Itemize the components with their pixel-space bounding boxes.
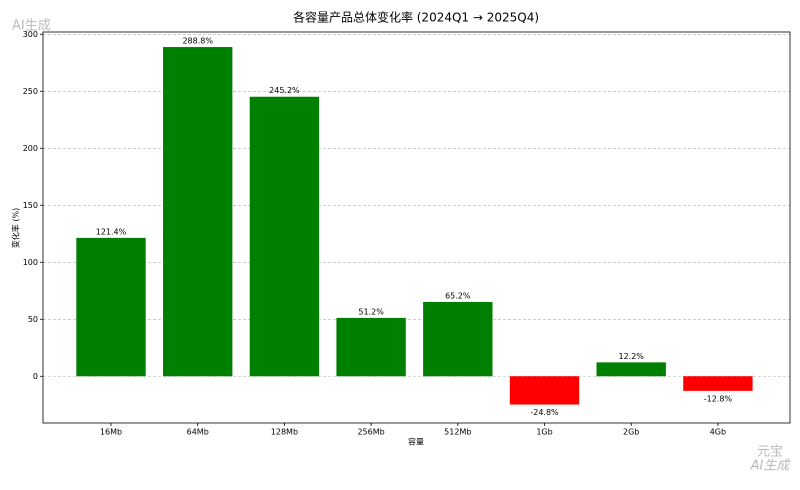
y-tick-label: 300 (23, 30, 38, 39)
watermark: AI生成 (750, 459, 792, 474)
x-tick-label: 512Mb (444, 428, 471, 437)
x-tick-label: 4Gb (710, 428, 726, 437)
y-tick-label: 150 (23, 201, 38, 210)
axes-frame (42, 31, 791, 424)
value-label: 51.2% (358, 307, 384, 316)
y-tick-label: 50 (28, 315, 38, 324)
value-label: 12.2% (618, 352, 644, 361)
watermark: AI生成 (12, 19, 51, 34)
bar (509, 376, 580, 405)
y-tick-label: 200 (23, 144, 38, 153)
x-tick-label: 16Mb (100, 428, 122, 437)
bar (76, 237, 146, 377)
x-tick-label: 1Gb (536, 428, 552, 437)
y-tick-label: 250 (23, 87, 38, 96)
x-tick-label: 2Gb (623, 428, 639, 437)
watermark: 元宝 (757, 445, 783, 460)
value-label: 288.8% (182, 37, 213, 46)
x-axis-label: 容量 (408, 437, 424, 447)
bar (336, 317, 406, 377)
bar (423, 301, 493, 377)
x-tick-label: 128Mb (271, 428, 298, 437)
x-tick-label: 64Mb (187, 428, 209, 437)
bar (249, 96, 320, 377)
plot-area: 0 50 100 150 200 250 300 16Mb 121.4% 64Mb 288.8% 12… (23, 30, 790, 437)
value-label: -24.8% (530, 408, 559, 417)
bar (596, 362, 666, 377)
value-label: 121.4% (96, 227, 127, 236)
x-tick-label: 256Mb (357, 428, 384, 437)
y-axis-label: 变化率 (%) (11, 208, 21, 248)
bar (683, 376, 753, 391)
value-label: 245.2% (269, 86, 300, 95)
chart-title: 各容量产品总体变化率 (2024Q1 → 2025Q4) (293, 10, 539, 25)
bar (163, 47, 233, 377)
y-tick-label: 0 (33, 372, 38, 381)
y-tick-label: 100 (23, 258, 38, 267)
value-label: 65.2% (445, 291, 471, 300)
value-label: -12.8% (704, 394, 733, 403)
